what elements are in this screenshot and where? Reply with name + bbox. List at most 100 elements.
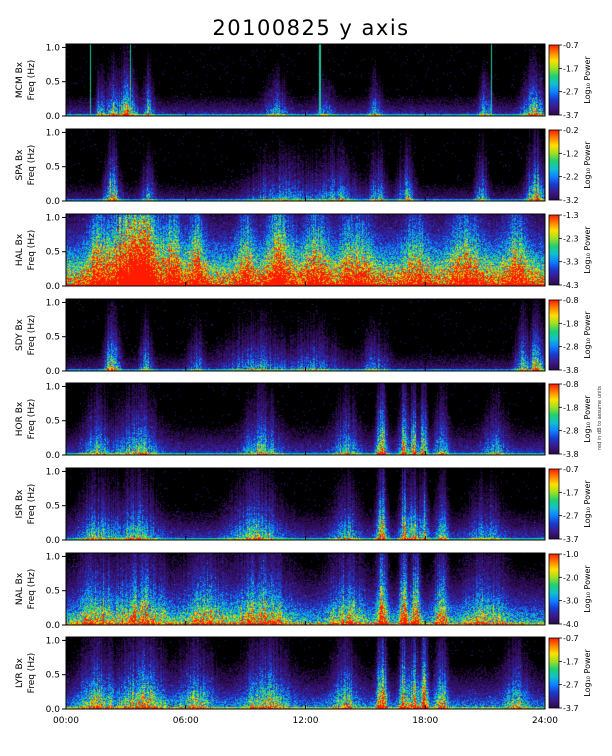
freq-axis-label: Freq (Hz)	[27, 399, 37, 440]
colorbar-tick-label: -2.0	[563, 573, 579, 582]
colorbar-label: Log₁₀ Power	[583, 565, 592, 613]
colorbar-tick-label: -4.3	[563, 281, 579, 290]
colorbar-tick-label: -3.7	[563, 111, 579, 120]
panel-sdy: 0.0 0.5 1.0 SDY Bx Freq (Hz) -0.8 -1.8 -2.8 -3.8…	[15, 296, 592, 377]
colorbar-tick-label: -2.3	[563, 234, 579, 243]
colorbar	[548, 214, 560, 286]
colorbar-tick-label: -3.7	[563, 704, 579, 713]
station-label: HOR Bx	[15, 401, 25, 436]
colorbar-tick-label: -2.7	[563, 512, 579, 521]
y-tick-label: 0.5	[46, 163, 60, 173]
y-tick-label: 0.5	[46, 78, 60, 88]
colorbar	[548, 383, 560, 455]
colorbar-label: Log₁₀ Power	[583, 56, 592, 104]
y-tick-label: 1.0	[46, 382, 61, 392]
freq-axis-label: Freq (Hz)	[27, 230, 37, 271]
y-tick-label: 0.5	[46, 333, 60, 343]
x-tick-label: 24:00	[532, 716, 558, 726]
panel-spa: 0.0 0.5 1.0 SPA Bx Freq (Hz) -0.2 -1.2 -2.2 -3.2…	[15, 126, 592, 207]
colorbar-tick-label: -1.0	[563, 550, 579, 559]
spectrogram-lyr	[66, 637, 545, 709]
y-tick-label: 0.5	[46, 417, 60, 427]
freq-axis-label: Freq (Hz)	[27, 315, 37, 356]
spectrogram-isr	[66, 468, 545, 540]
colorbar-tick-label: -1.7	[563, 657, 579, 666]
spectrogram-mcm	[66, 44, 545, 116]
freq-axis-label: Freq (Hz)	[27, 484, 37, 525]
y-tick-label: 0.0	[46, 112, 61, 122]
y-tick-label: 1.0	[46, 213, 61, 223]
y-tick-label: 0.0	[46, 451, 61, 461]
y-tick-label: 0.0	[46, 536, 61, 546]
colorbar-tick-label: -3.8	[563, 366, 579, 375]
y-tick-label: 1.0	[46, 43, 61, 53]
colorbar	[548, 299, 560, 371]
y-tick-label: 1.0	[46, 467, 61, 477]
panel-hal: 0.0 0.5 1.0 HAL Bx Freq (Hz) -1.3 -2.3 -3.3 -4.3…	[15, 211, 592, 292]
station-label: MCM Bx	[15, 61, 25, 98]
spectrogram-spa	[66, 129, 545, 201]
colorbar-label: Log₁₀ Power	[583, 649, 592, 697]
freq-axis-label: Freq (Hz)	[27, 145, 37, 186]
colorbar-tick-label: -3.0	[563, 597, 579, 606]
colorbar-label: Log₁₀ Power	[583, 226, 592, 274]
colorbar-label: Log₁₀ Power	[583, 141, 592, 189]
colorbar-tick-label: -3.2	[563, 196, 579, 205]
y-tick-label: 1.0	[46, 552, 61, 562]
station-label: SDY Bx	[15, 318, 25, 351]
colorbar-tick-label: -1.7	[563, 64, 579, 73]
y-tick-label: 0.0	[46, 705, 61, 715]
colorbar-tick-label: -2.8	[563, 427, 579, 436]
colorbar-tick-label: -3.3	[563, 258, 579, 267]
panel-lyr: 0.0 0.5 1.0 LYR Bx Freq (Hz) -0.7 -1.7 -2.7 -3.7…	[15, 634, 592, 715]
spectrogram-hor	[66, 383, 545, 455]
colorbar-tick-label: -0.8	[563, 380, 579, 389]
colorbar-tick-label: -1.3	[563, 211, 579, 220]
y-tick-label: 0.5	[46, 502, 60, 512]
colorbar	[548, 129, 560, 201]
spectrogram-nal	[66, 553, 545, 625]
colorbar-tick-label: -0.7	[563, 465, 579, 474]
colorbar	[548, 637, 560, 709]
colorbar-tick-label: -2.2	[563, 173, 579, 182]
freq-axis-label: Freq (Hz)	[27, 653, 37, 694]
colorbar-tick-label: -4.0	[563, 620, 579, 629]
y-tick-label: 0.0	[46, 282, 61, 292]
colorbar-tick-label: -2.8	[563, 343, 579, 352]
freq-axis-label: Freq (Hz)	[27, 60, 37, 101]
panel-mcm: 0.0 0.5 1.0 MCM Bx Freq (Hz) -0.7 -1.7 -2.7 -3.7…	[15, 41, 592, 122]
colorbar-tick-label: -1.8	[563, 319, 579, 328]
y-tick-label: 0.5	[46, 671, 60, 681]
panel-isr: 0.0 0.5 1.0 ISR Bx Freq (Hz) -0.7 -1.7 -2.7 -3.7…	[15, 465, 592, 546]
station-label: LYR Bx	[15, 657, 25, 688]
y-tick-label: 1.0	[46, 128, 61, 138]
colorbar-tick-label: -0.7	[563, 41, 579, 50]
spectrogram-sdy	[66, 299, 545, 371]
colorbar-tick-label: -0.7	[563, 634, 579, 643]
colorbar-tick-label: -3.8	[563, 450, 579, 459]
y-tick-label: 0.5	[46, 587, 60, 597]
colorbar-tick-label: -1.7	[563, 488, 579, 497]
colorbar-label: Log₁₀ Power	[583, 395, 592, 443]
colorbar-label: Log₁₀ Power	[583, 480, 592, 528]
panel-nal: 0.0 0.5 1.0 NAL Bx Freq (Hz) -1.0 -2.0 -3.0 -4.0…	[15, 550, 592, 631]
station-label: SPA Bx	[15, 149, 25, 181]
colorbar-tick-label: -0.8	[563, 296, 579, 305]
y-tick-label: 0.0	[46, 367, 61, 377]
x-tick-label: 00:00	[53, 716, 79, 726]
station-label: ISR Bx	[15, 489, 25, 519]
colorbar-label: Log₁₀ Power	[583, 311, 592, 359]
colorbar-tick-label: -2.7	[563, 681, 579, 690]
y-tick-label: 1.0	[46, 636, 61, 646]
colorbar-tick-label: -1.2	[563, 149, 579, 158]
spectrogram-hal	[66, 214, 545, 286]
x-tick-label: 18:00	[412, 716, 438, 726]
y-tick-label: 0.0	[46, 621, 61, 631]
colorbar	[548, 468, 560, 540]
colorbar-tick-label: -1.8	[563, 403, 579, 412]
colorbar	[548, 44, 560, 116]
colorbar	[548, 553, 560, 625]
station-label: NAL Bx	[15, 572, 25, 605]
panel-hor: 0.0 0.5 1.0 HOR Bx Freq (Hz) -0.8 -1.8 -2.8 -3.8…	[15, 380, 592, 461]
y-tick-label: 1.0	[46, 298, 61, 308]
